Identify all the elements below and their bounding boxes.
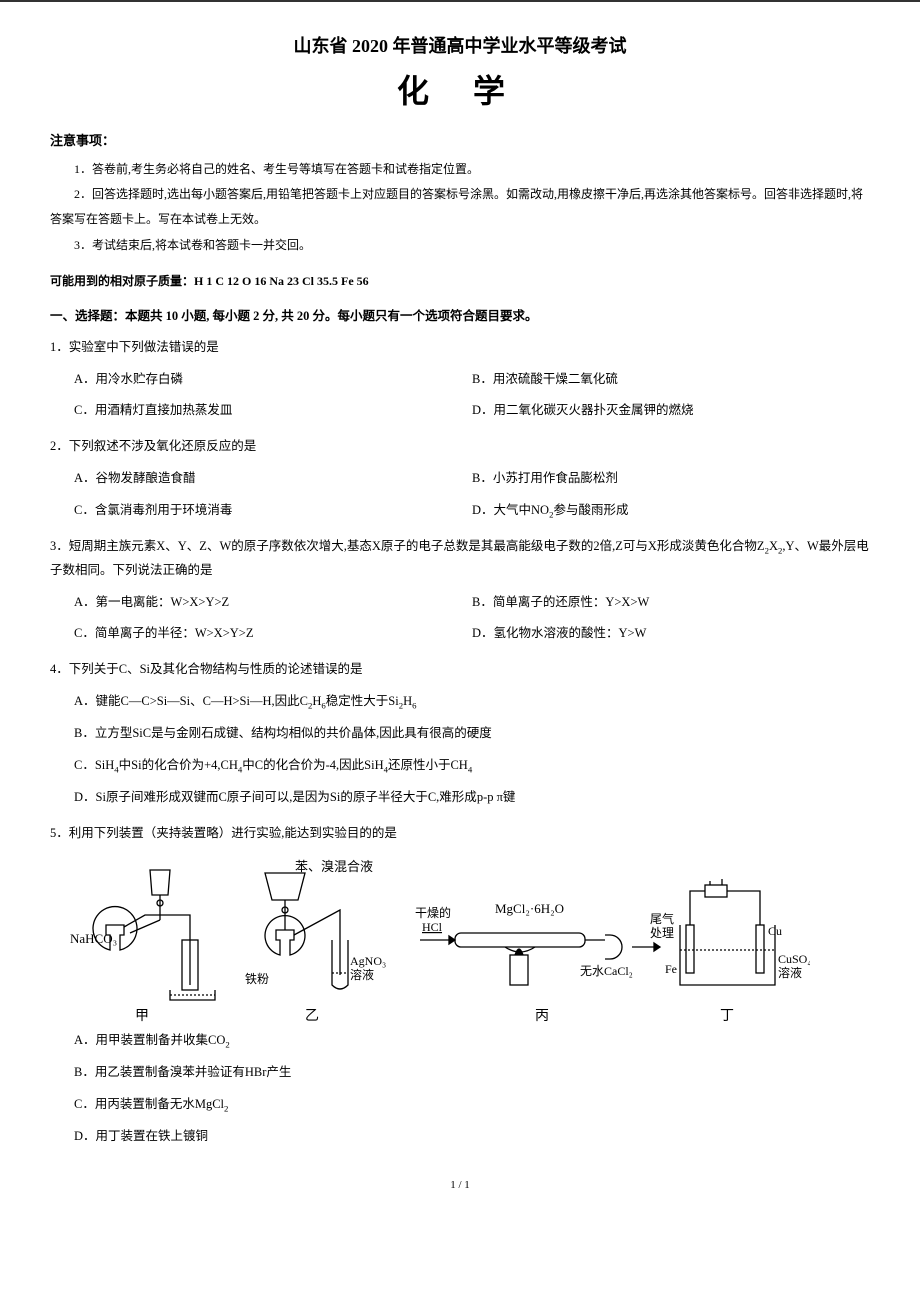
section-1-heading: 一、选择题：本题共 10 小题, 每小题 2 分, 共 20 分。每小题只有一个… [50,305,870,324]
ding-fe: Fe [665,962,677,976]
q1-row2: C．用酒精灯直接加热蒸发皿 D．用二氧化碳灭火器扑灭金属钾的燃烧 [74,399,870,423]
q2-opt-d: D．大气中NO2参与酸雨形成 [472,499,870,523]
subject-title: 化 学 [50,66,870,112]
q4-a-m2: 、 [190,694,203,708]
jia-nahco3-label: NaHCO₃ [70,931,117,946]
q5-opt-d: D．用丁装置在铁上镀铜 [74,1125,870,1149]
q4-a-m4: ,因此C [272,694,308,708]
notice-heading: 注意事项： [50,130,870,149]
q5-a-s1: 2 [225,1040,229,1050]
ding-cu: Cu [768,924,782,938]
q3-opt-b: B．简单离子的还原性：Y>X>W [472,591,870,615]
q1-opt-c: C．用酒精灯直接加热蒸发皿 [74,399,472,423]
exam-title: 山东省 2020 年普通高中学业水平等级考试 [50,32,870,58]
q3-opt-d: D．氢化物水溶液的酸性：Y>W [472,622,870,646]
jia-label: 甲 [135,1009,149,1024]
yi-top-label: 苯、溴混合液 [295,859,373,874]
q3-stem-pre: 3．短周期主族元素X、Y、Z、W的原子序数依次增大,基态X原子的电子总数是其最高… [50,539,765,553]
q4-c-m2: 中C的化合价为-4,因此SiH [242,758,383,772]
q4-d-post: 键 [503,790,516,804]
q2-row2: C．含氯消毒剂用于环境消毒 D．大气中NO2参与酸雨形成 [74,499,870,523]
q1-opt-b: B．用浓硫酸干燥二氧化硫 [472,368,870,392]
q4-a-m7: H [403,694,412,708]
page-number: 1 / 1 [50,1179,870,1191]
ding-sol2: 溶液 [778,965,802,980]
q3-row2: C．简单离子的半径：W>X>Y>Z D．氢化物水溶液的酸性：Y>W [74,622,870,646]
q3-row1: A．第一电离能：W>X>Y>Z B．简单离子的还原性：Y>X>W [74,591,870,615]
bing-tail1: 尾气 [650,911,674,926]
q4-a-m3: C—H>Si—H [203,694,272,708]
q4-opt-c: C．SiH4中Si的化合价为+4,CH4中C的化合价为-4,因此SiH4还原性小… [74,754,870,778]
q5-opt-b: B．用乙装置制备溴苯并验证有HBr产生 [74,1061,870,1085]
bing-tail2: 处理 [650,926,674,940]
q4-a-m1: C—C>Si—Si [121,694,191,708]
q4-c-m3: 还原性小于CH [388,758,468,772]
q5-figure: NaHCO₃ 甲 苯、溴混合液 铁粉 AgNO₃ 溶液 乙 [50,855,870,1025]
q4-c-s4: 4 [468,764,472,774]
q5-opt-c: C．用丙装置制备无水MgCl2 [74,1093,870,1117]
notice-item: 1．答卷前,考生务必将自己的姓名、考生号等填写在答题卡和试卷指定位置。 [50,157,870,182]
q5-a-pre: A．用甲装置制备并收集CO [74,1033,225,1047]
atomic-masses: 可能用到的相对原子质量：H 1 C 12 O 16 Na 23 Cl 35.5 … [50,272,870,289]
app-yi [265,873,348,989]
q4-stem: 4．下列关于C、Si及其化合物结构与性质的论述错误的是 [50,658,870,682]
bing-hcl2: HCl [422,920,443,934]
q3-stem: 3．短周期主族元素X、Y、Z、W的原子序数依次增大,基态X原子的电子总数是其最高… [50,535,870,583]
notice-item: 3．考试结束后,将本试卷和答题卡一并交回。 [50,233,870,258]
yi-ag-label-2: 溶液 [350,967,374,982]
q2-d-post: 参与酸雨形成 [553,503,628,517]
q3-mid1: X [769,539,778,553]
q2-d-pre: D．大气中NO [472,503,549,517]
q5-opt-a: A．用甲装置制备并收集CO2 [74,1029,870,1053]
q4-a-m6: 稳定性大于Si [326,694,399,708]
q1-row1: A．用冷水贮存白磷 B．用浓硫酸干燥二氧化硫 [74,368,870,392]
bing-mg: MgCl₂·6H₂O [495,901,564,916]
q2-opt-c: C．含氯消毒剂用于环境消毒 [74,499,472,523]
q4-d-sym: p-p π [477,790,503,804]
q3-opt-a: A．第一电离能：W>X>Y>Z [74,591,472,615]
ding-sol1: CuSO₄ [778,952,810,966]
q4-opt-b: B．立方型SiC是与金刚石成键、结构均相似的共价晶体,因此具有很高的硬度 [74,722,870,746]
q5-stem: 5．利用下列装置（夹持装置略）进行实验,能达到实验目的的是 [50,822,870,846]
notice-item: 2．回答选择题时,选出每小题答案后,用铅笔把答题卡上对应题目的答案标号涂黑。如需… [50,182,870,232]
q1-stem: 1．实验室中下列做法错误的是 [50,336,870,360]
yi-fe-label: 铁粉 [245,972,269,986]
q3-opt-c: C．简单离子的半径：W>X>Y>Z [74,622,472,646]
q5-c-pre: C．用丙装置制备无水MgCl [74,1097,224,1111]
q4-c-pre: C．SiH [74,758,114,772]
q4-opt-d: D．Si原子间难形成双键而C原子间可以,是因为Si的原子半径大于C,难形成p-p… [74,786,870,810]
bing-hcl1: 干燥的 [415,905,451,920]
q4-d-pre: D．Si原子间难形成双键而C原子间可以,是因为Si的原子半径大于C,难形成 [74,790,477,804]
q4-a-s4: 6 [412,700,416,710]
q2-opt-a: A．谷物发酵酿造食醋 [74,467,472,491]
ding-label: 丁 [720,1009,734,1024]
page-root: 山东省 2020 年普通高中学业水平等级考试 化 学 注意事项： 1．答卷前,考… [0,0,920,1231]
q2-row1: A．谷物发酵酿造食醋 B．小苏打用作食品膨松剂 [74,467,870,491]
q4-a-pre: A．键能 [74,694,121,708]
q4-opt-a: A．键能C—C>Si—Si、C—H>Si—H,因此C2H6稳定性大于Si2H6 [74,690,870,714]
q5-c-s1: 2 [224,1104,228,1114]
yi-label: 乙 [305,1008,319,1024]
q2-stem: 2．下列叙述不涉及氧化还原反应的是 [50,435,870,459]
yi-ag-label-1: AgNO₃ [350,954,386,968]
q1-opt-d: D．用二氧化碳灭火器扑灭金属钾的燃烧 [472,399,870,423]
q2-opt-b: B．小苏打用作食品膨松剂 [472,467,870,491]
bing-ca: 无水CaCl₂ [580,964,633,978]
bing-label: 丙 [535,1009,549,1024]
q1-opt-a: A．用冷水贮存白磷 [74,368,472,392]
q4-c-m1: 中Si的化合价为+4,CH [119,758,238,772]
app-ding [680,879,775,985]
apparatus-svg: NaHCO₃ 甲 苯、溴混合液 铁粉 AgNO₃ 溶液 乙 [50,855,810,1025]
